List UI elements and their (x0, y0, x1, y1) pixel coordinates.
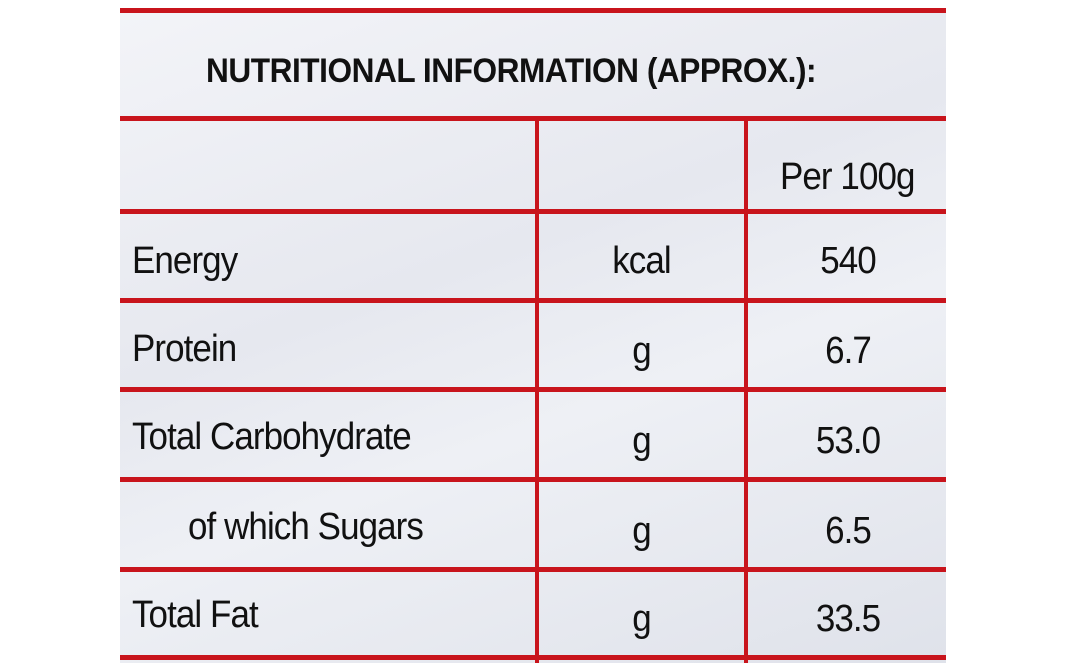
table-rule (120, 387, 946, 392)
table-rule (120, 116, 946, 121)
nutrient-unit: g (632, 330, 651, 372)
nutrient-unit: g (632, 510, 651, 552)
table-rule (120, 298, 946, 303)
nutrient-unit: kcal (612, 240, 671, 282)
nutrient-unit: g (632, 598, 651, 640)
nutrient-name: of which Sugars (188, 506, 424, 548)
table-rule (120, 8, 946, 13)
table-rule (120, 655, 946, 660)
nutrient-value: 540 (820, 240, 876, 282)
nutrient-value: 33.5 (815, 598, 881, 640)
nutrient-name: Energy (132, 240, 238, 282)
column-header-per-100g: Per 100g (780, 156, 915, 198)
nutrient-name: Protein (132, 328, 237, 370)
nutrient-name: Total Fat (132, 594, 259, 636)
nutrition-label: NUTRITIONAL INFORMATION (APPROX.): Per 1… (120, 8, 946, 663)
table-rule (120, 477, 946, 482)
nutrient-value: 53.0 (815, 420, 881, 462)
nutrient-value: 6.7 (825, 330, 872, 372)
label-title: NUTRITIONAL INFORMATION (APPROX.): (206, 52, 817, 90)
table-rule (120, 567, 946, 572)
nutrient-name: Total Carbohydrate (132, 416, 412, 458)
nutrient-value: 6.5 (825, 510, 872, 552)
nutrient-unit: g (632, 420, 651, 462)
table-rule (120, 209, 946, 214)
